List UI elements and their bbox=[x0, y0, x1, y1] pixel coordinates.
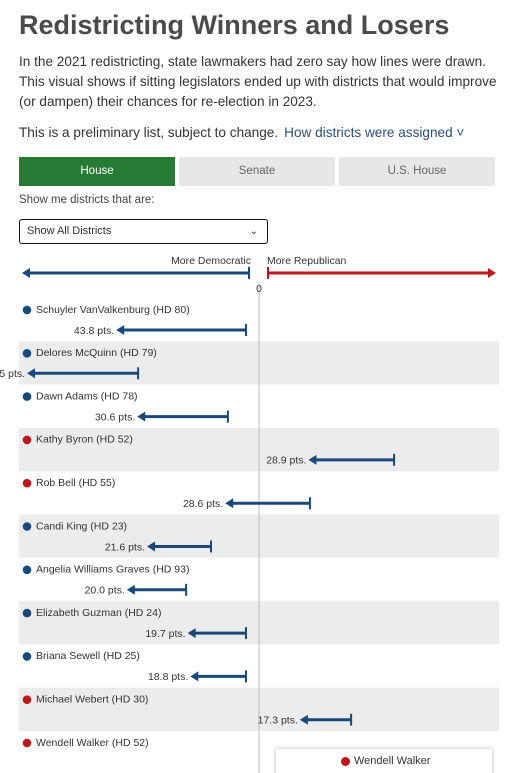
axis-label: More Democratic bbox=[171, 255, 251, 267]
party-dot bbox=[22, 652, 32, 661]
value-label: 19.7 pts. bbox=[145, 628, 185, 640]
x-tick-label: 0 bbox=[256, 283, 262, 295]
shift-arrow bbox=[27, 367, 140, 380]
arrowhead bbox=[137, 411, 146, 422]
shift-arrow bbox=[225, 497, 311, 510]
value-label: 28.9 pts. bbox=[266, 455, 306, 467]
note-line: This is a preliminary list, subject to c… bbox=[19, 125, 464, 140]
value-label: 37.5 pts. bbox=[0, 368, 25, 380]
value-label: 43.8 pts. bbox=[74, 325, 114, 337]
party-dot bbox=[22, 738, 32, 748]
title: Redistricting Winners and Losers bbox=[19, 10, 450, 40]
value-label: 18.8 pts. bbox=[148, 671, 188, 683]
party-dot bbox=[22, 478, 32, 488]
tab[interactable]: Senate bbox=[179, 157, 335, 186]
shift-arrow bbox=[137, 410, 229, 423]
shift-arrow bbox=[116, 324, 247, 336]
value-label: 28.6 pts. bbox=[183, 498, 223, 510]
chevron: ⌄ bbox=[249, 226, 258, 237]
arrowhead bbox=[147, 541, 156, 552]
arrowhead bbox=[126, 584, 135, 595]
shift-arrow bbox=[308, 453, 396, 466]
legislator-name: Briana Sewell (HD 25) bbox=[36, 650, 140, 662]
filter-label: Show me districts that are: bbox=[19, 194, 155, 206]
party-dot bbox=[22, 349, 32, 358]
axis-arrowhead bbox=[488, 268, 496, 278]
shift-arrow bbox=[190, 670, 247, 683]
dropdown-value: Show All Districts bbox=[27, 225, 112, 237]
party-dot bbox=[22, 695, 32, 704]
tab[interactable]: House bbox=[19, 157, 175, 186]
value-label: 30.6 pts. bbox=[95, 411, 135, 423]
shift-arrow bbox=[299, 713, 353, 726]
axis-arrowhead bbox=[22, 268, 30, 278]
legislator-name: Rob Bell (HD 55) bbox=[36, 477, 115, 489]
dropdown[interactable]: Show All Districts ⌄ bbox=[19, 219, 268, 244]
legislator-name: Kathy Byron (HD 52) bbox=[36, 434, 133, 446]
tooltip: Wendell Walker bbox=[276, 749, 492, 773]
arrowhead bbox=[190, 671, 199, 682]
legislator-name: Candi King (HD 23) bbox=[36, 520, 127, 532]
arrowhead bbox=[308, 454, 317, 465]
intro: In the 2021 redistricting, state lawmake… bbox=[19, 54, 497, 109]
tab[interactable]: U.S. House bbox=[339, 157, 495, 186]
shift-arrow bbox=[126, 583, 188, 596]
arrowhead bbox=[299, 714, 308, 725]
tooltip-name: Wendell Walker bbox=[354, 755, 431, 767]
shift-arrow bbox=[187, 627, 247, 640]
legislator-name: Wendell Walker (HD 52) bbox=[36, 737, 149, 749]
value-label: 21.6 pts. bbox=[105, 541, 145, 553]
party-dot bbox=[22, 392, 32, 401]
legislator-name: Schuyler VanValkenburg (HD 80) bbox=[36, 304, 190, 316]
arrowhead bbox=[187, 628, 196, 639]
legislator-name: Angelia Williams Graves (HD 93) bbox=[36, 564, 189, 576]
arrowhead bbox=[116, 325, 125, 335]
value-label: 17.3 pts. bbox=[258, 714, 298, 726]
legislator-name: Michael Webert (HD 30) bbox=[36, 693, 148, 705]
value-label: 20.0 pts. bbox=[85, 585, 125, 597]
arrowhead bbox=[27, 368, 36, 379]
party-dot bbox=[22, 522, 32, 531]
party-dot bbox=[22, 435, 32, 445]
party-dot bbox=[22, 565, 32, 575]
note: This is a preliminary list, subject to c… bbox=[19, 125, 279, 140]
link[interactable]: How districts were assigned ˅ bbox=[284, 125, 465, 140]
shift-arrow bbox=[147, 540, 213, 553]
party-dot bbox=[22, 305, 32, 315]
legislator-name: Delores McQuinn (HD 79) bbox=[36, 347, 157, 359]
legislator-name: Dawn Adams (HD 78) bbox=[36, 390, 138, 402]
tooltip-dot bbox=[341, 757, 350, 766]
legislator-name: Elizabeth Guzman (HD 24) bbox=[36, 607, 161, 619]
party-dot bbox=[22, 608, 32, 618]
axis-label: More Republican bbox=[267, 255, 347, 267]
arrowhead bbox=[225, 498, 234, 509]
